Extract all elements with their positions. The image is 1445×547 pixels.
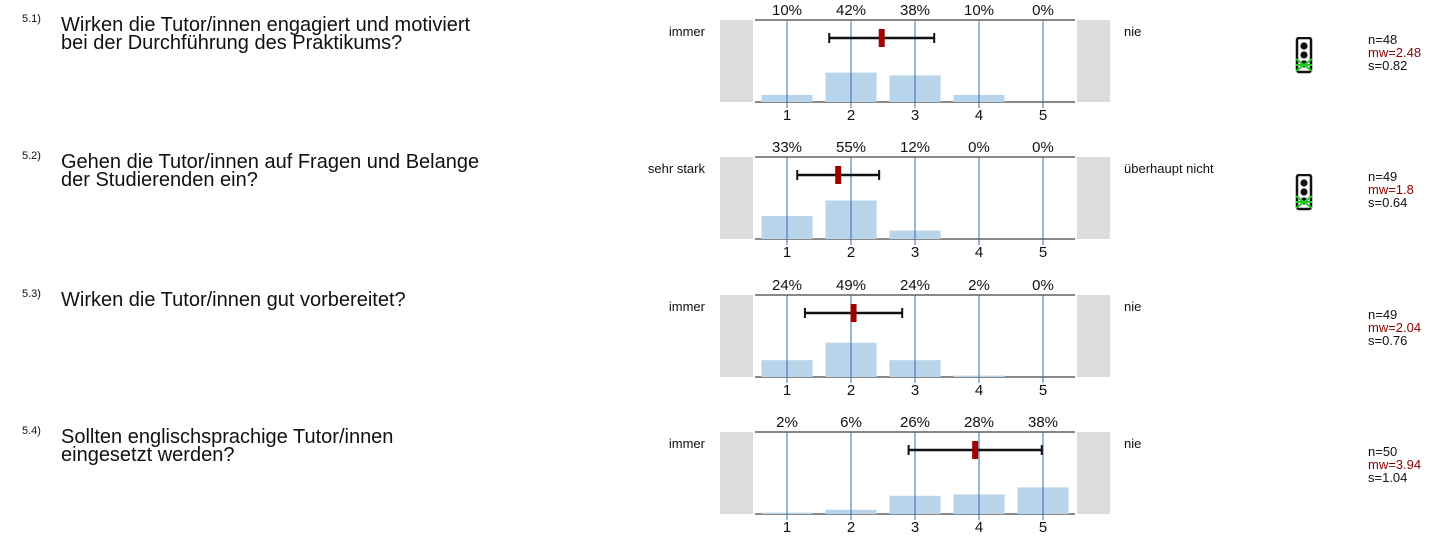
mean-marker xyxy=(972,441,978,459)
question-item-5-2: 5.2) Gehen die Tutor/innen auf Fragen un… xyxy=(0,137,1445,272)
percent-label: 24% xyxy=(900,277,930,294)
traffic-light-icon xyxy=(1290,174,1320,216)
scale-left-label: immer xyxy=(669,299,705,314)
percent-label: 28% xyxy=(964,414,994,431)
distribution-chart: 24% 1 49% 2 24% 3 2% 4 0% 5 xyxy=(720,275,1120,405)
percent-label: 12% xyxy=(900,139,930,156)
percent-label: 26% xyxy=(900,414,930,431)
stat-sd: s=0.64 xyxy=(1368,196,1414,209)
category-label: 3 xyxy=(911,519,919,536)
percent-label: 2% xyxy=(968,277,990,294)
mean-marker xyxy=(879,29,885,47)
question-text: Gehen die Tutor/innen auf Fragen und Bel… xyxy=(61,153,581,189)
question-number: 5.2) xyxy=(22,150,41,162)
percent-label: 42% xyxy=(836,2,866,19)
scale-left-box xyxy=(720,295,753,377)
scale-right-label: nie xyxy=(1124,24,1141,39)
question-text: Wirken die Tutor/innen gut vorbereitet? xyxy=(61,291,581,309)
scale-right-box xyxy=(1077,432,1110,514)
statistics: n=50 mw=3.94 s=1.04 xyxy=(1368,445,1421,484)
category-label: 1 xyxy=(783,519,791,536)
percent-label: 0% xyxy=(968,139,990,156)
question-text-line-2: der Studierenden ein? xyxy=(61,171,581,189)
mean-marker xyxy=(851,304,857,322)
scale-right-box xyxy=(1077,157,1110,239)
percent-label: 6% xyxy=(840,414,862,431)
category-label: 4 xyxy=(975,519,983,536)
category-label: 4 xyxy=(975,382,983,399)
question-item-5-4: 5.4) Sollten englischsprachige Tutor/inn… xyxy=(0,412,1445,547)
scale-left-label: immer xyxy=(669,436,705,451)
category-label: 5 xyxy=(1039,107,1047,124)
category-label: 1 xyxy=(783,107,791,124)
scale-left-label: immer xyxy=(669,24,705,39)
statistics: n=48 mw=2.48 s=0.82 xyxy=(1368,33,1421,72)
distribution-chart: 10% 1 42% 2 38% 3 10% 4 0% 5 xyxy=(720,0,1120,130)
category-label: 1 xyxy=(783,244,791,261)
percent-label: 49% xyxy=(836,277,866,294)
percent-label: 33% xyxy=(772,139,802,156)
stat-sd: s=0.82 xyxy=(1368,59,1421,72)
percent-label: 0% xyxy=(1032,2,1054,19)
scale-left-box xyxy=(720,157,753,239)
question-number: 5.1) xyxy=(22,13,41,25)
scale-left-label: sehr stark xyxy=(648,161,705,176)
question-number: 5.3) xyxy=(22,288,41,300)
scale-right-box xyxy=(1077,295,1110,377)
percent-label: 0% xyxy=(1032,139,1054,156)
statistics: n=49 mw=1.8 s=0.64 xyxy=(1368,170,1414,209)
question-item-5-1: 5.1) Wirken die Tutor/innen engagiert un… xyxy=(0,0,1445,135)
stat-sd: s=1.04 xyxy=(1368,471,1421,484)
percent-label: 0% xyxy=(1032,277,1054,294)
percent-label: 24% xyxy=(772,277,802,294)
question-text-line-2: eingesetzt werden? xyxy=(61,446,581,464)
scale-right-label: nie xyxy=(1124,299,1141,314)
scale-right-label: überhaupt nicht xyxy=(1124,161,1214,176)
scale-right-box xyxy=(1077,20,1110,102)
scale-left-box xyxy=(720,432,753,514)
scale-left-box xyxy=(720,20,753,102)
traffic-light-lamp xyxy=(1300,42,1307,49)
category-label: 3 xyxy=(911,244,919,261)
percent-label: 10% xyxy=(964,2,994,19)
question-item-5-3: 5.3) Wirken die Tutor/innen gut vorberei… xyxy=(0,275,1445,410)
scale-right-label: nie xyxy=(1124,436,1141,451)
percent-label: 2% xyxy=(776,414,798,431)
category-label: 4 xyxy=(975,107,983,124)
question-number: 5.4) xyxy=(22,425,41,437)
category-label: 5 xyxy=(1039,519,1047,536)
category-label: 2 xyxy=(847,107,855,124)
traffic-light-lamp xyxy=(1300,51,1307,58)
category-label: 5 xyxy=(1039,244,1047,261)
distribution-chart: 2% 1 6% 2 26% 3 28% 4 38% 5 xyxy=(720,412,1120,542)
percent-label: 10% xyxy=(772,2,802,19)
category-label: 1 xyxy=(783,382,791,399)
mean-marker xyxy=(835,166,841,184)
traffic-light-lamp xyxy=(1300,188,1307,195)
statistics: n=49 mw=2.04 s=0.76 xyxy=(1368,308,1421,347)
question-text: Wirken die Tutor/innen engagiert und mot… xyxy=(61,16,581,52)
percent-label: 38% xyxy=(900,2,930,19)
traffic-light-icon xyxy=(1290,37,1320,79)
category-label: 5 xyxy=(1039,382,1047,399)
percent-label: 38% xyxy=(1028,414,1058,431)
distribution-chart: 33% 1 55% 2 12% 3 0% 4 0% 5 xyxy=(720,137,1120,267)
category-label: 3 xyxy=(911,382,919,399)
percent-label: 55% xyxy=(836,139,866,156)
question-text-line-1: Wirken die Tutor/innen gut vorbereitet? xyxy=(61,291,581,309)
category-label: 2 xyxy=(847,382,855,399)
question-text: Sollten englischsprachige Tutor/innen ei… xyxy=(61,428,581,464)
question-text-line-2: bei der Durchführung des Praktikums? xyxy=(61,34,581,52)
category-label: 2 xyxy=(847,244,855,261)
category-label: 3 xyxy=(911,107,919,124)
traffic-light-lamp xyxy=(1300,179,1307,186)
stat-sd: s=0.76 xyxy=(1368,334,1421,347)
category-label: 4 xyxy=(975,244,983,261)
category-label: 2 xyxy=(847,519,855,536)
